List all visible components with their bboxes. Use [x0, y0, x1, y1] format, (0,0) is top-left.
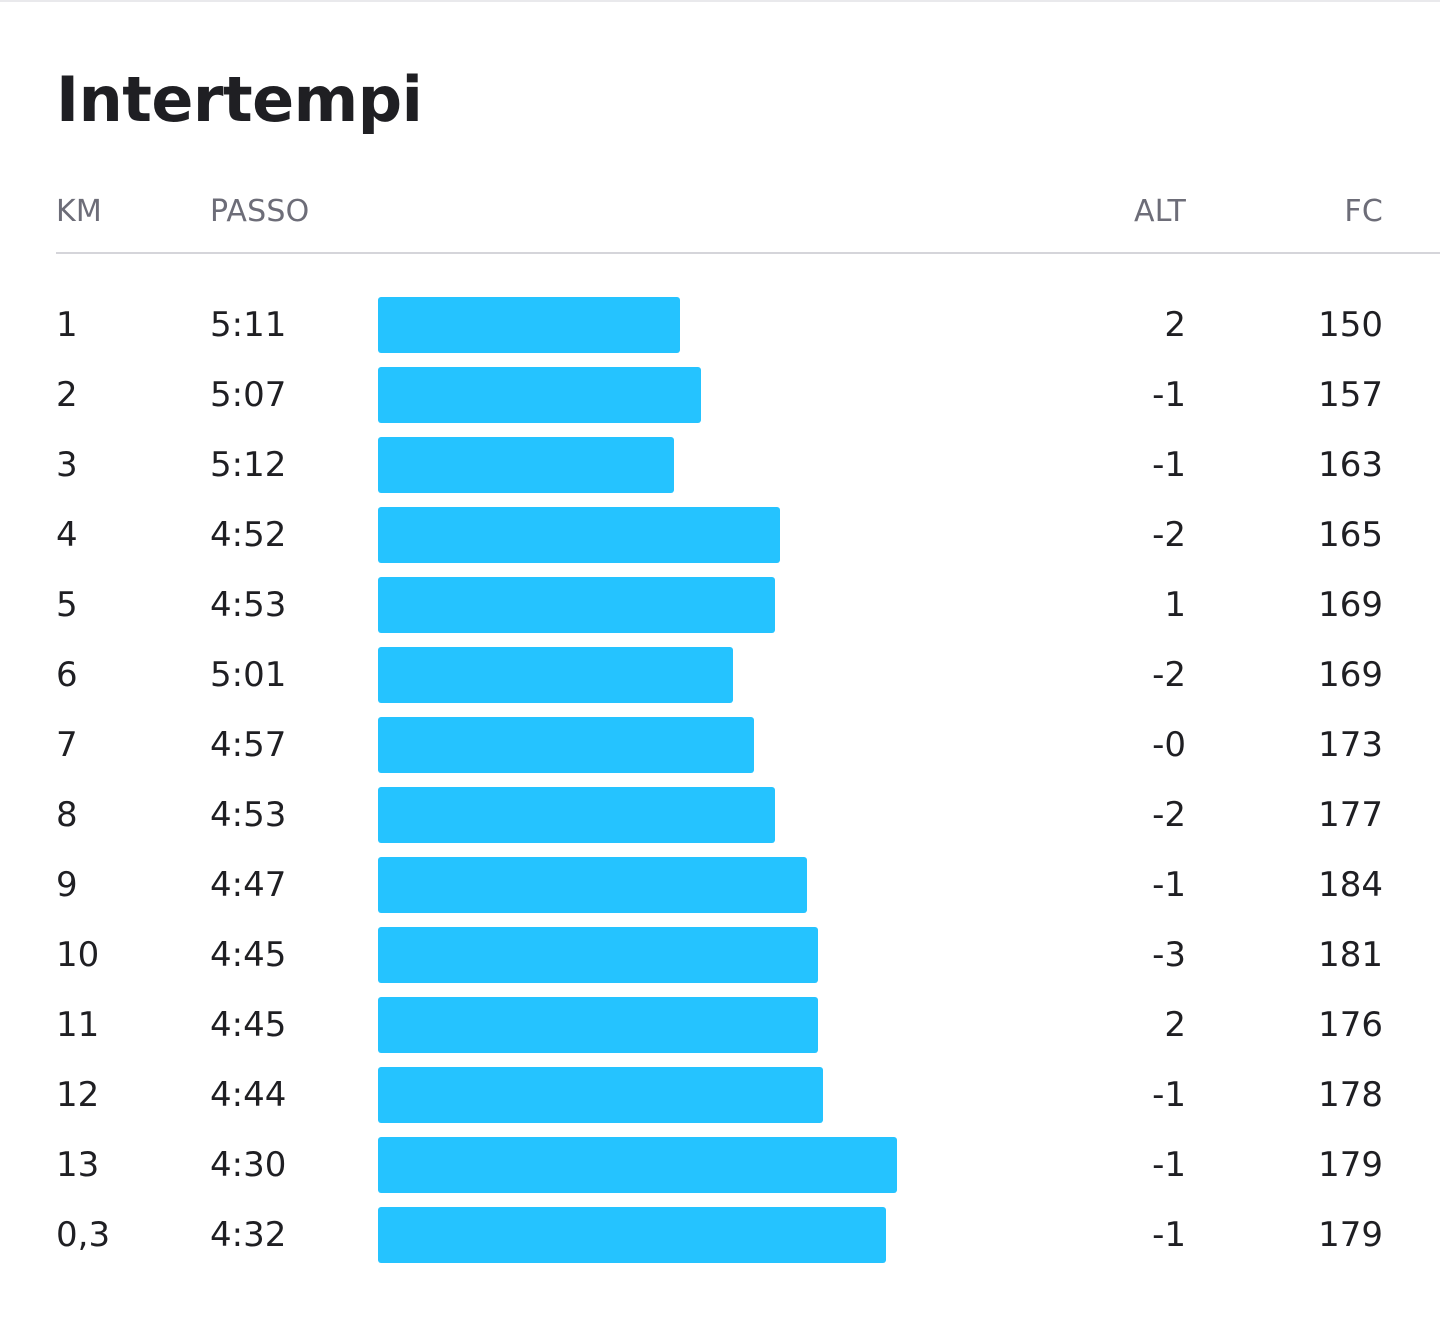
split-alt: -2 [1152, 515, 1186, 555]
split-km: 0,3 [56, 1215, 111, 1255]
pace-bar [378, 367, 701, 423]
split-row: 8 4:53 -2 177 [0, 780, 1440, 850]
column-header-pace: PASSO [210, 194, 310, 229]
split-row: 9 4:47 -1 184 [0, 850, 1440, 920]
split-hr: 169 [1318, 585, 1383, 625]
split-hr: 150 [1318, 305, 1383, 345]
split-hr: 184 [1318, 865, 1383, 905]
split-km: 5 [56, 585, 78, 625]
split-row: 6 5:01 -2 169 [0, 640, 1440, 710]
split-hr: 165 [1318, 515, 1383, 555]
split-hr: 177 [1318, 795, 1383, 835]
split-km: 10 [56, 935, 100, 975]
split-hr: 179 [1318, 1145, 1383, 1185]
split-alt: -1 [1152, 1075, 1186, 1115]
splits-table-header: KM PASSO ALT FC [0, 190, 1440, 234]
column-header-km: KM [56, 194, 102, 229]
split-row: 12 4:44 -1 178 [0, 1060, 1440, 1130]
split-pace: 4:57 [210, 725, 287, 765]
pace-bar [378, 577, 775, 633]
split-km: 2 [56, 375, 78, 415]
split-alt: -1 [1152, 1215, 1186, 1255]
split-hr: 173 [1318, 725, 1383, 765]
split-km: 8 [56, 795, 78, 835]
split-alt: -2 [1152, 655, 1186, 695]
split-hr: 181 [1318, 935, 1383, 975]
splits-table-body: 1 5:11 2 150 2 5:07 -1 157 3 5:12 -1 163 4 4:52 -2 165 5… [0, 290, 1440, 1270]
split-row: 4 4:52 -2 165 [0, 500, 1440, 570]
split-pace: 5:01 [210, 655, 287, 695]
split-alt: -1 [1152, 375, 1186, 415]
pace-bar [378, 647, 733, 703]
split-km: 9 [56, 865, 78, 905]
split-row: 0,3 4:32 -1 179 [0, 1200, 1440, 1270]
pace-bar [378, 1067, 823, 1123]
split-alt: -1 [1152, 445, 1186, 485]
split-alt: 1 [1164, 585, 1186, 625]
split-row: 13 4:30 -1 179 [0, 1130, 1440, 1200]
pace-bar [378, 717, 754, 773]
pace-bar [378, 927, 818, 983]
split-km: 12 [56, 1075, 100, 1115]
split-alt: -1 [1152, 1145, 1186, 1185]
split-alt: 2 [1164, 1005, 1186, 1045]
pace-bar [378, 1137, 897, 1193]
split-row: 10 4:45 -3 181 [0, 920, 1440, 990]
split-pace: 5:12 [210, 445, 287, 485]
split-alt: -2 [1152, 795, 1186, 835]
split-row: 5 4:53 1 169 [0, 570, 1440, 640]
split-pace: 4:30 [210, 1145, 287, 1185]
split-pace: 4:45 [210, 935, 287, 975]
split-pace: 4:45 [210, 1005, 287, 1045]
split-pace: 4:47 [210, 865, 287, 905]
split-pace: 5:11 [210, 305, 287, 345]
split-hr: 157 [1318, 375, 1383, 415]
split-row: 2 5:07 -1 157 [0, 360, 1440, 430]
column-header-hr: FC [1344, 194, 1383, 229]
split-km: 13 [56, 1145, 100, 1185]
split-row: 7 4:57 -0 173 [0, 710, 1440, 780]
top-divider [0, 0, 1440, 2]
split-row: 11 4:45 2 176 [0, 990, 1440, 1060]
split-hr: 178 [1318, 1075, 1383, 1115]
split-hr: 179 [1318, 1215, 1383, 1255]
split-km: 11 [56, 1005, 100, 1045]
split-row: 1 5:11 2 150 [0, 290, 1440, 360]
pace-bar [378, 507, 780, 563]
split-pace: 5:07 [210, 375, 287, 415]
pace-bar [378, 787, 775, 843]
split-km: 1 [56, 305, 78, 345]
pace-bar [378, 1207, 886, 1263]
page-title: Intertempi [56, 63, 423, 136]
split-alt: -3 [1152, 935, 1186, 975]
column-header-alt: ALT [1133, 194, 1186, 229]
split-km: 3 [56, 445, 78, 485]
split-pace: 4:53 [210, 795, 287, 835]
split-km: 4 [56, 515, 78, 555]
split-alt: -1 [1152, 865, 1186, 905]
split-pace: 4:32 [210, 1215, 287, 1255]
split-hr: 169 [1318, 655, 1383, 695]
split-hr: 163 [1318, 445, 1383, 485]
split-km: 7 [56, 725, 78, 765]
split-pace: 4:53 [210, 585, 287, 625]
pace-bar [378, 297, 680, 353]
split-row: 3 5:12 -1 163 [0, 430, 1440, 500]
split-pace: 4:52 [210, 515, 287, 555]
pace-bar [378, 437, 674, 493]
split-alt: 2 [1164, 305, 1186, 345]
split-pace: 4:44 [210, 1075, 287, 1115]
pace-bar [378, 997, 818, 1053]
split-alt: -0 [1152, 725, 1186, 765]
header-divider [56, 252, 1440, 254]
split-hr: 176 [1318, 1005, 1383, 1045]
split-km: 6 [56, 655, 78, 695]
pace-bar [378, 857, 807, 913]
